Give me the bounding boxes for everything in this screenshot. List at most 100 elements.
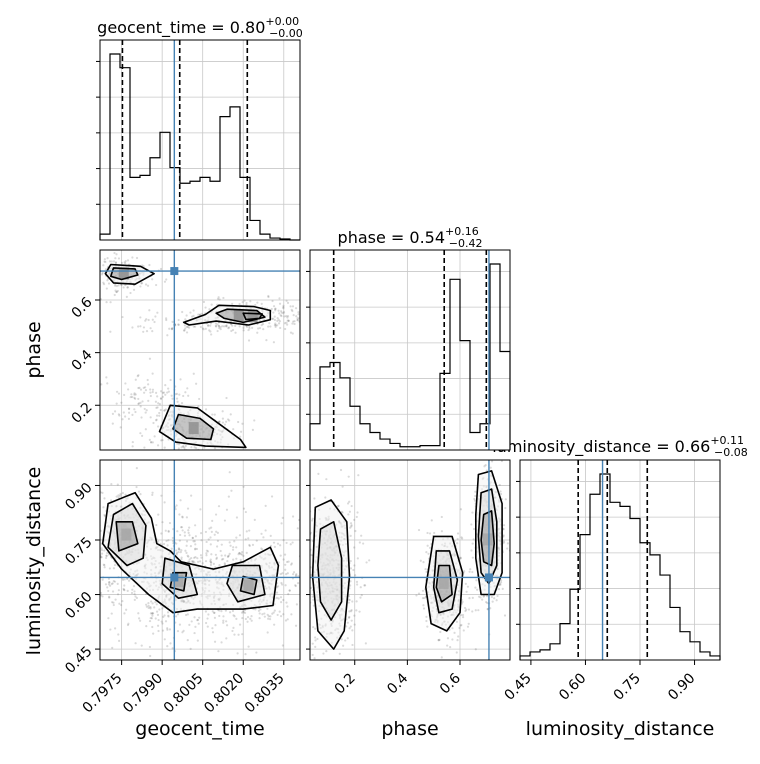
scatter-point xyxy=(437,639,440,642)
scatter-point xyxy=(120,261,124,265)
scatter-point xyxy=(290,563,293,566)
scatter-point xyxy=(205,552,208,555)
scatter-point xyxy=(250,615,253,618)
ylabel-luminosity-distance: luminosity_distance xyxy=(23,467,45,656)
scatter-point xyxy=(276,324,279,327)
scatter-point xyxy=(504,498,507,501)
scatter-point xyxy=(92,272,94,274)
scatter-point xyxy=(123,393,126,397)
scatter-point xyxy=(180,401,184,405)
scatter-point xyxy=(126,259,130,262)
scatter-point xyxy=(180,556,183,559)
scatter-point xyxy=(170,453,172,455)
scatter-point xyxy=(148,619,152,623)
scatter-point xyxy=(142,386,145,390)
scatter-point xyxy=(190,452,192,454)
scatter-point xyxy=(227,554,230,557)
scatter-point xyxy=(141,434,144,437)
scatter-point xyxy=(137,374,140,377)
scatter-point xyxy=(322,652,325,655)
scatter-point xyxy=(466,625,470,628)
contour-inner xyxy=(115,520,139,552)
scatter-point xyxy=(285,321,288,324)
scatter-point xyxy=(106,382,109,385)
scatter-point xyxy=(151,625,154,629)
scatter-point xyxy=(347,513,350,516)
scatter-point xyxy=(275,591,279,594)
scatter-point xyxy=(235,617,238,620)
scatter-point xyxy=(101,271,104,275)
scatter-point xyxy=(427,552,430,555)
scatter-point xyxy=(103,513,106,517)
scatter-point xyxy=(97,543,99,545)
scatter-point xyxy=(133,590,136,593)
scatter-point xyxy=(279,314,282,317)
scatter-point xyxy=(292,320,295,323)
scatter-point xyxy=(51,588,53,590)
scatter-point xyxy=(310,586,313,589)
scatter-point xyxy=(474,586,477,589)
scatter-point xyxy=(194,547,197,550)
scatter-point xyxy=(106,551,109,555)
scatter-point xyxy=(182,445,185,448)
panel-frame xyxy=(99,39,301,241)
scatter-point xyxy=(490,595,493,599)
scatter-point xyxy=(269,534,272,537)
scatter-point xyxy=(112,603,115,607)
scatter-point xyxy=(267,615,270,618)
scatter-point xyxy=(112,601,115,604)
scatter-point xyxy=(303,475,305,477)
scatter-point xyxy=(199,325,203,329)
scatter-point xyxy=(220,554,223,557)
scatter-point xyxy=(512,515,514,517)
scatter-point xyxy=(274,307,277,311)
scatter-point xyxy=(261,322,265,326)
scatter-point xyxy=(209,543,212,546)
scatter-point xyxy=(180,446,183,449)
scatter-point xyxy=(296,317,299,320)
scatter-point xyxy=(504,506,507,510)
ytick-label-luminosity_distance: 0.45 xyxy=(62,643,95,676)
scatter-point xyxy=(218,614,221,618)
scatter-point xyxy=(341,511,344,514)
scatter-point xyxy=(199,313,202,316)
scatter-point xyxy=(170,394,173,397)
scatter-point xyxy=(282,307,285,310)
scatter-point xyxy=(73,584,75,586)
scatter-point xyxy=(151,388,155,391)
scatter-point xyxy=(77,578,79,580)
scatter-point xyxy=(112,579,115,583)
scatter-point xyxy=(113,293,116,297)
truth-marker xyxy=(170,267,179,276)
scatter-point xyxy=(268,322,271,325)
scatter-point xyxy=(247,328,250,332)
scatter-point xyxy=(461,613,465,617)
panel-content xyxy=(51,460,309,660)
scatter-point xyxy=(204,530,208,534)
panel-geocent_time-luminosity_distance xyxy=(51,459,309,661)
scatter-point xyxy=(307,545,309,547)
scatter-point xyxy=(155,406,158,409)
scatter-point xyxy=(186,507,190,510)
scatter-point xyxy=(103,566,106,569)
scatter-point xyxy=(156,395,159,398)
scatter-point xyxy=(115,495,118,498)
scatter-point xyxy=(129,395,132,399)
scatter-point xyxy=(228,471,231,474)
panel-frame xyxy=(309,249,511,451)
scatter-point xyxy=(272,317,275,320)
scatter-point xyxy=(101,578,104,581)
scatter-point xyxy=(291,541,294,544)
scatter-point xyxy=(217,650,220,653)
scatter-point xyxy=(209,330,212,333)
scatter-point xyxy=(286,560,289,564)
scatter-point xyxy=(440,515,443,519)
scatter-point xyxy=(455,620,459,623)
scatter-point xyxy=(260,547,263,550)
scatter-point xyxy=(493,597,496,600)
scatter-point xyxy=(110,260,113,263)
scatter-point xyxy=(148,438,151,441)
scatter-point xyxy=(451,638,454,641)
scatter-point xyxy=(255,539,258,542)
scatter-point xyxy=(169,642,172,645)
